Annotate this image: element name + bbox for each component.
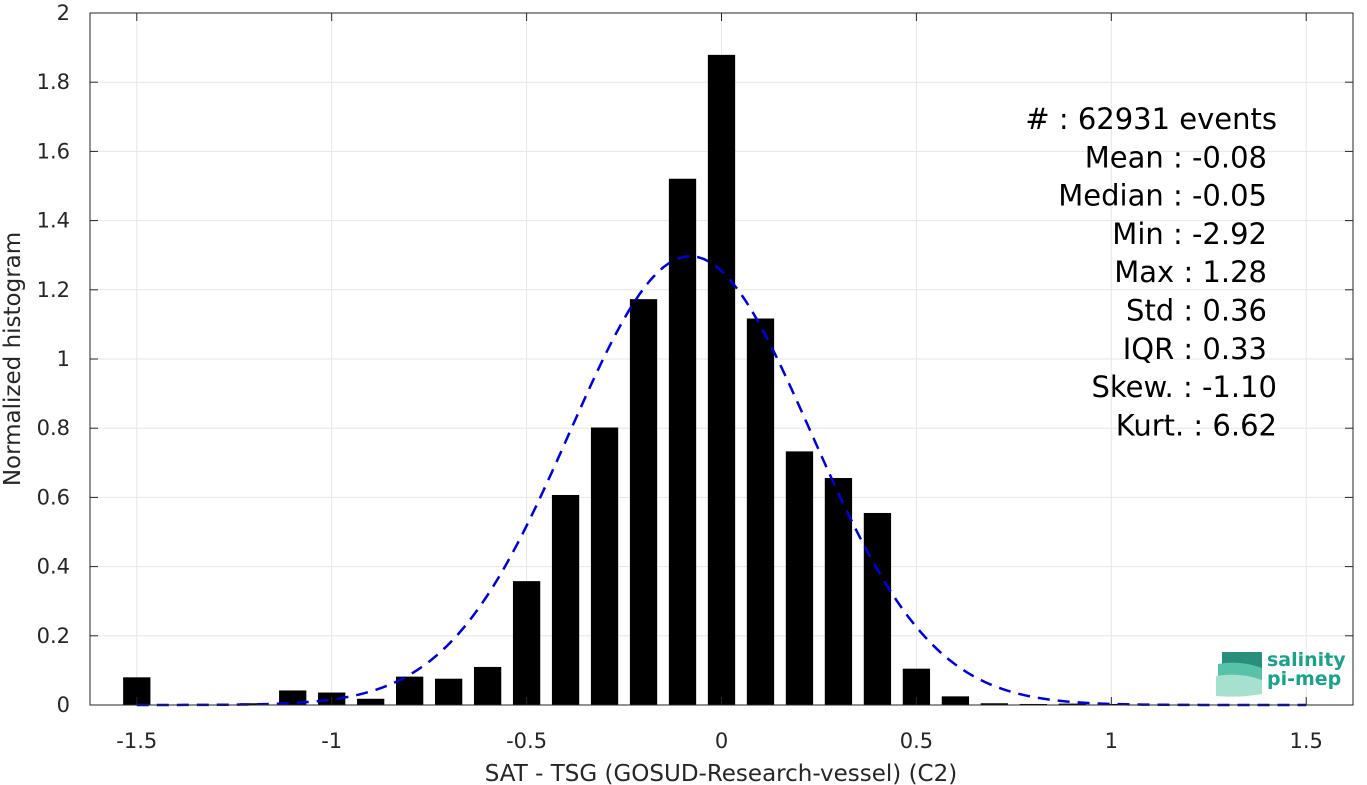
y-tick-label: 0 — [57, 693, 70, 717]
histogram-bar — [357, 698, 385, 705]
stat-line: Min : -2.92 — [1112, 217, 1267, 251]
histogram-bar — [434, 678, 463, 705]
histogram-bar — [824, 478, 853, 705]
logo-line1: salinity — [1267, 649, 1346, 671]
statistics-box: # : 62931 events Mean : -0.08 Median : -0.… — [1025, 102, 1277, 442]
y-tick-label: 1.6 — [37, 139, 70, 163]
histogram-bar — [863, 512, 892, 705]
y-tick-label: 0.2 — [37, 624, 70, 648]
y-tick-label: 1 — [57, 347, 70, 371]
logo-waves-icon — [1216, 652, 1262, 697]
histogram-bar — [1058, 703, 1086, 705]
histogram-bar — [512, 581, 541, 705]
x-axis-label: SAT - TSG (GOSUD-Research-vessel) (C2) — [485, 761, 957, 785]
x-tick-label: -1.5 — [116, 729, 157, 753]
histogram-bar — [941, 696, 970, 705]
histogram-bar — [980, 703, 1009, 705]
histogram-bar — [707, 54, 736, 705]
stat-line: Skew. : -1.10 — [1091, 370, 1277, 404]
stat-line: Median : -0.05 — [1058, 179, 1267, 213]
y-tick-label: 1.8 — [37, 70, 70, 94]
stat-line: # : 62931 events — [1025, 102, 1277, 136]
x-tick-label: 0.5 — [900, 729, 933, 753]
y-axis-ticks: 0 0.2 0.4 0.6 0.8 1 1.2 1.4 1.6 1.8 2 — [37, 1, 1353, 717]
stat-line: Std : 0.36 — [1126, 294, 1267, 328]
x-tick-label: 1.5 — [1290, 729, 1323, 753]
logo-line2: pi-mep — [1267, 668, 1341, 690]
histogram-bar — [746, 318, 775, 705]
stat-line: Kurt. : 6.62 — [1116, 408, 1277, 442]
histogram-bar — [1019, 703, 1047, 705]
y-tick-label: 2 — [57, 1, 70, 25]
x-tick-label: -1 — [321, 729, 342, 753]
salinity-pi-mep-logo: salinity pi-mep — [1216, 649, 1346, 697]
y-tick-label: 0.8 — [37, 416, 70, 440]
histogram-bars — [123, 54, 1125, 705]
x-axis-ticks: -1.5 -1 -0.5 0 0.5 1 1.5 — [116, 13, 1323, 753]
histogram-bar — [668, 178, 697, 705]
x-tick-label: -0.5 — [506, 729, 547, 753]
histogram-bar — [473, 666, 502, 705]
y-tick-label: 0.6 — [37, 485, 70, 509]
histogram-bar — [396, 676, 424, 705]
gaussian-fit-curve — [136, 255, 1307, 707]
stat-line: Max : 1.28 — [1114, 255, 1267, 289]
histogram-bar — [240, 703, 268, 705]
histogram-bar — [785, 451, 814, 705]
stat-line: IQR : 0.33 — [1123, 332, 1267, 366]
y-tick-label: 0.4 — [37, 555, 70, 579]
x-tick-label: 1 — [1105, 729, 1118, 753]
stat-line: Mean : -0.08 — [1085, 140, 1267, 174]
y-tick-label: 1.4 — [37, 209, 70, 233]
histogram-bar — [629, 299, 658, 705]
y-tick-label: 1.2 — [37, 278, 70, 302]
y-axis-label: Normalized histogram — [0, 232, 26, 486]
x-tick-label: 0 — [715, 729, 728, 753]
histogram-bar — [551, 494, 580, 705]
histogram-bar — [590, 427, 619, 705]
